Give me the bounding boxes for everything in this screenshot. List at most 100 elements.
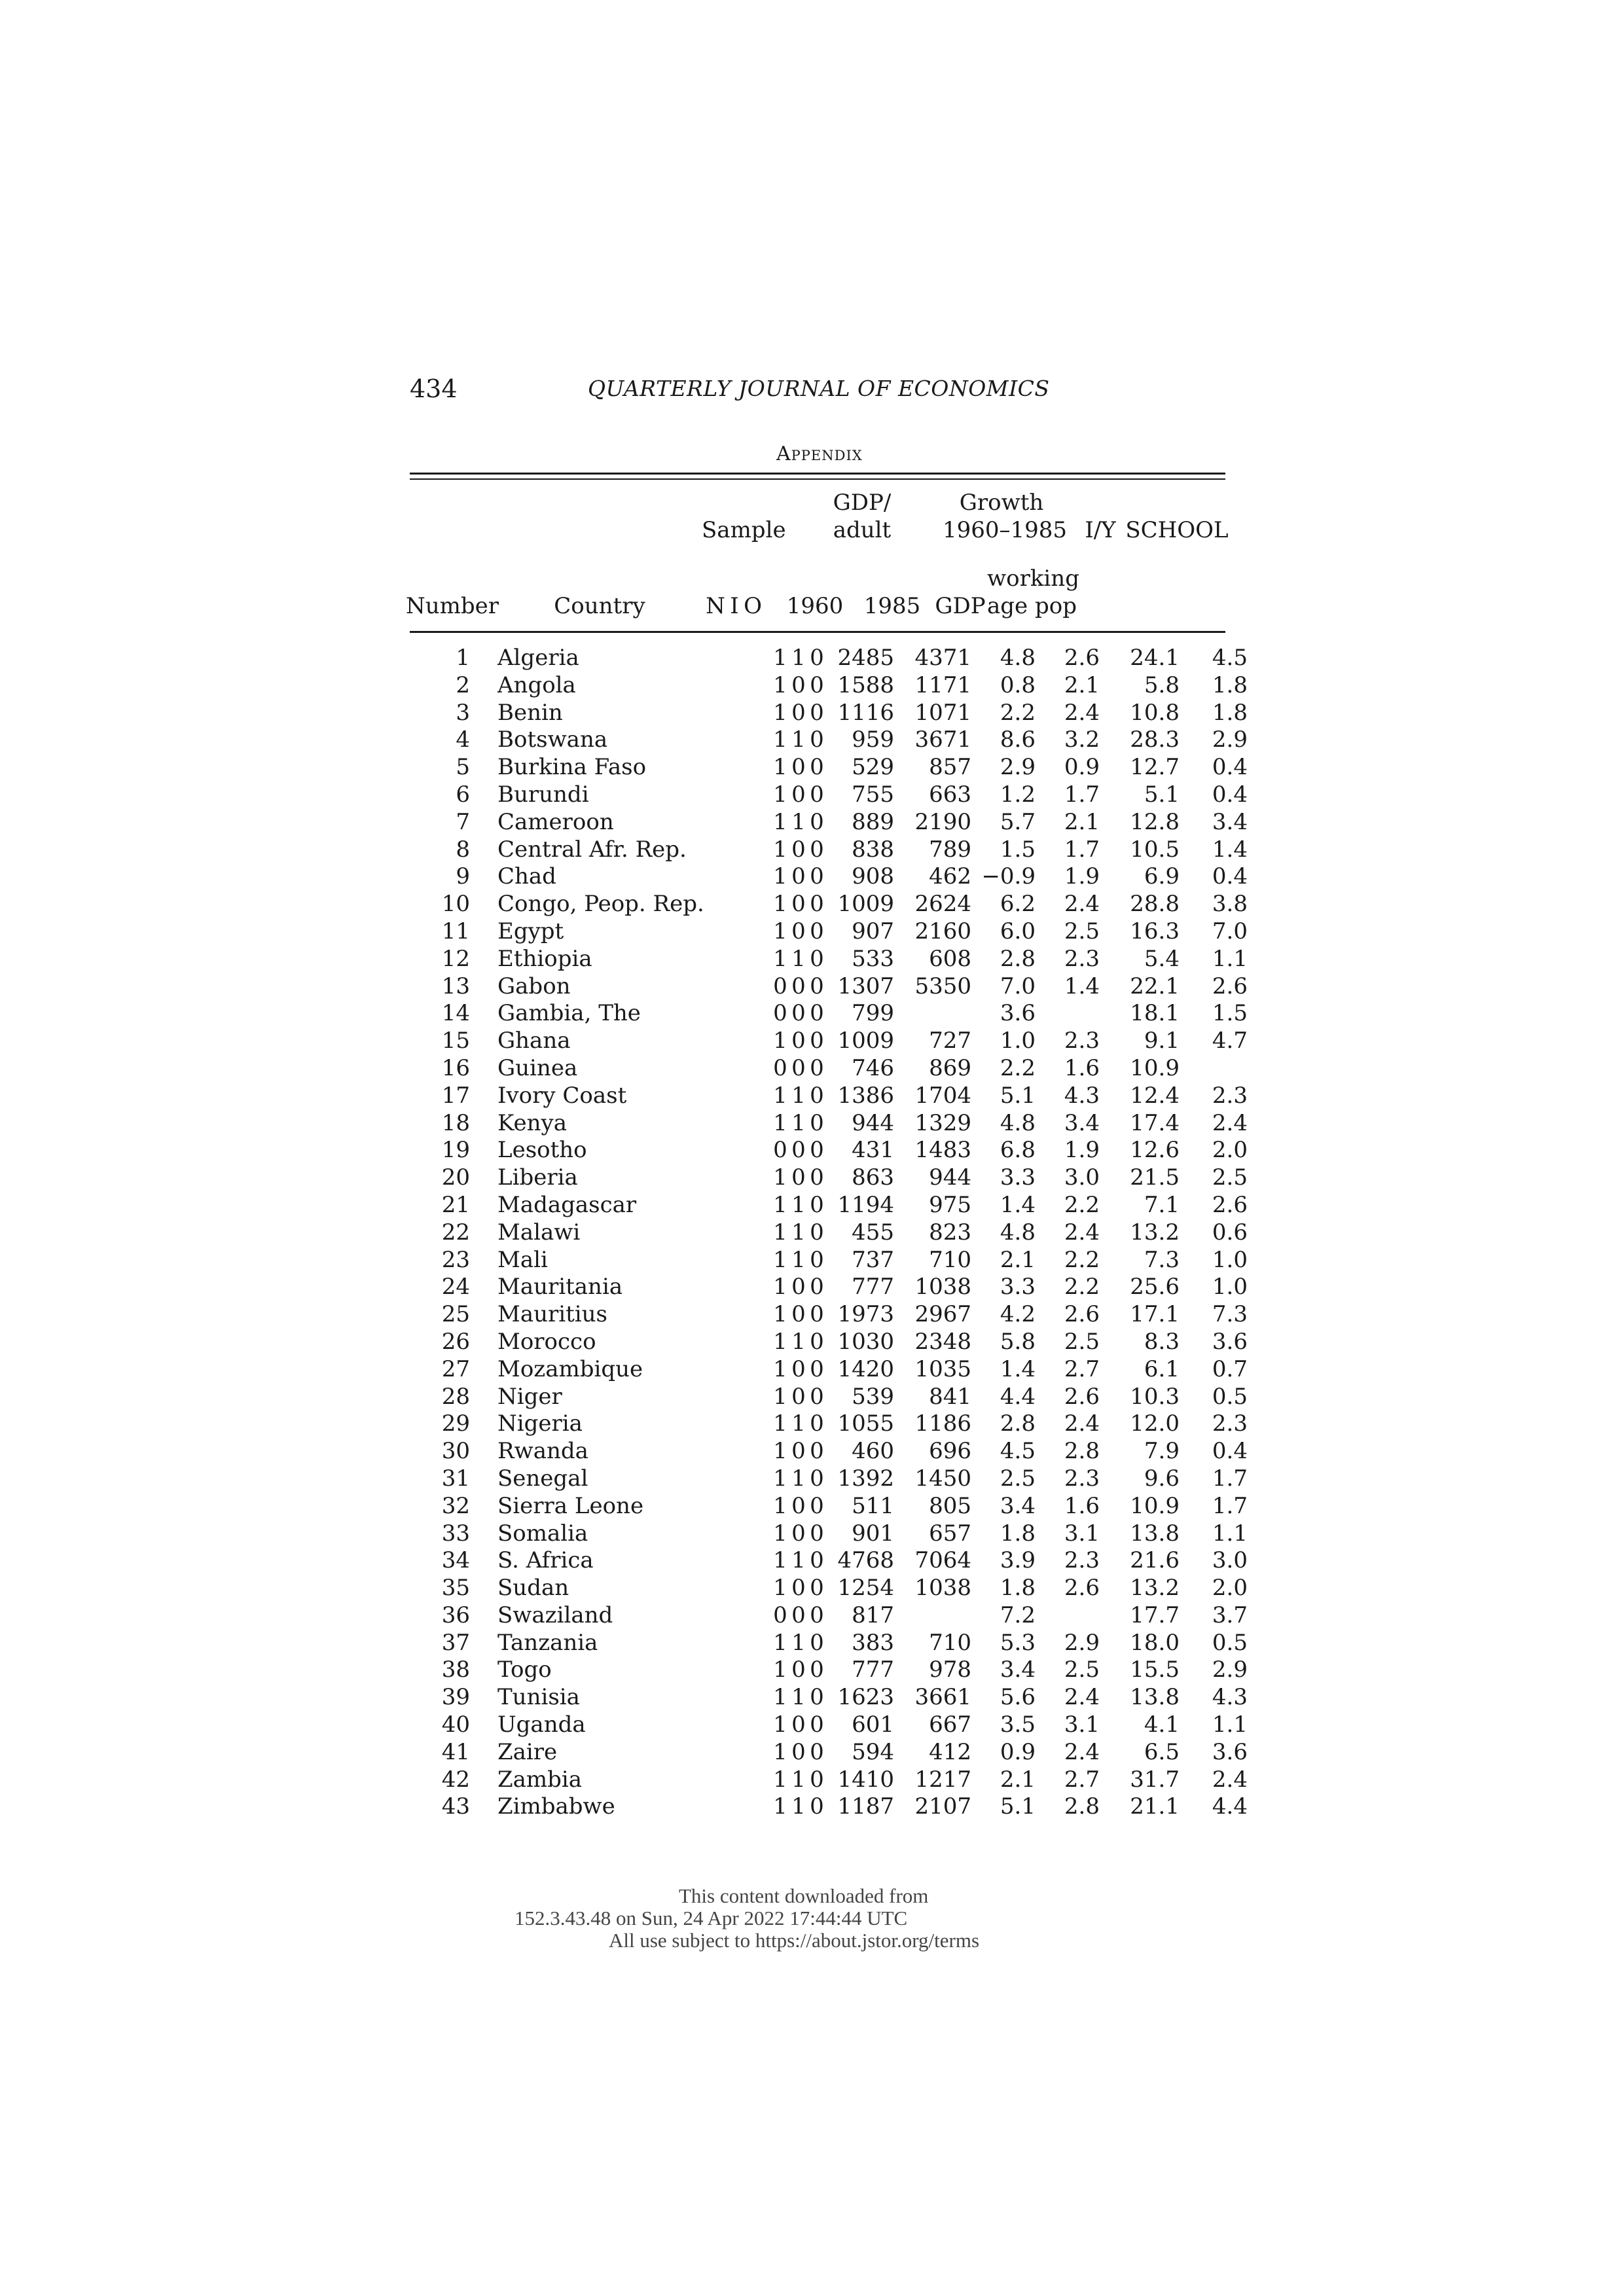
- cell-country: Mauritius: [497, 1301, 607, 1328]
- cell-gdp-1985: 1171: [914, 672, 971, 698]
- cell-sample-i: 0: [791, 1738, 806, 1765]
- cell-gdp-1960: 817: [852, 1602, 894, 1628]
- cell-iy: 18.0: [1130, 1629, 1180, 1656]
- cell-school: 1.0: [1212, 1274, 1248, 1300]
- cell-school: 2.9: [1212, 726, 1248, 753]
- cell-growth-gdp: 4.8: [1000, 1219, 1036, 1246]
- cell-sample-n: 1: [773, 726, 787, 753]
- cell-growth-working-age-pop: 1.7: [1064, 781, 1100, 808]
- table-row: 24 Mauritania 1 0 0 777 1038 3.3 2.2 25.6 1.0: [410, 1274, 1248, 1301]
- cell-growth-working-age-pop: 2.2: [1064, 1246, 1100, 1273]
- cell-sample-n: 1: [773, 1274, 787, 1300]
- cell-gdp-1985: 2190: [914, 808, 971, 835]
- footer-line-1: This content downloaded from: [679, 1884, 929, 1907]
- table-row: 37 Tanzania 1 1 0 383 710 5.3 2.9 18.0 0.5: [410, 1630, 1248, 1657]
- cell-school: 3.8: [1212, 891, 1248, 918]
- cell-gdp-1985: 3661: [914, 1684, 971, 1711]
- cell-sample-n: 1: [773, 836, 787, 863]
- cell-gdp-1985: 805: [929, 1492, 971, 1519]
- cell-number: 29: [441, 1410, 470, 1437]
- cell-gdp-1960: 1116: [837, 699, 894, 726]
- cell-sample-o: 0: [810, 672, 824, 698]
- cell-sample-n: 1: [773, 1410, 787, 1437]
- cell-gdp-1960: 1420: [837, 1355, 894, 1382]
- cell-sample-n: 1: [773, 1246, 787, 1273]
- cell-sample-i: 0: [791, 1575, 806, 1602]
- cell-iy: 12.8: [1130, 808, 1180, 835]
- cell-country: Zambia: [497, 1766, 583, 1793]
- cell-sample-o: 0: [810, 1629, 824, 1656]
- cell-iy: 12.4: [1130, 1082, 1180, 1109]
- cell-sample-i: 1: [791, 1465, 806, 1492]
- cell-growth-working-age-pop: 1.4: [1064, 973, 1100, 999]
- cell-sample-o: 0: [810, 1274, 824, 1300]
- cell-gdp-1960: 1973: [837, 1301, 894, 1328]
- cell-sample-o: 0: [810, 1028, 824, 1054]
- table-row: 1 Algeria 1 1 0 2485 4371 4.8 2.6 24.1 4.5: [410, 645, 1248, 672]
- table-row: 25 Mauritius 1 0 0 1973 2967 4.2 2.6 17.1 7.3: [410, 1301, 1248, 1329]
- cell-country: Nigeria: [497, 1410, 583, 1437]
- table-row: 32 Sierra Leone 1 0 0 511 805 3.4 1.6 10.9 1.7: [410, 1493, 1248, 1520]
- cell-number: 32: [441, 1492, 470, 1519]
- cell-school: 2.0: [1212, 1137, 1248, 1164]
- cell-gdp-1985: 3671: [914, 726, 971, 753]
- header-growth-line2: 1960–1985: [943, 517, 1068, 543]
- cell-growth-working-age-pop: 2.5: [1064, 918, 1100, 944]
- cell-growth-gdp: 4.5: [1000, 1438, 1036, 1465]
- cell-gdp-1960: 1254: [837, 1575, 894, 1602]
- cell-gdp-1985: 2967: [914, 1301, 971, 1328]
- cell-number: 34: [441, 1547, 470, 1574]
- cell-school: 3.6: [1212, 1738, 1248, 1765]
- table-row: 40 Uganda 1 0 0 601 667 3.5 3.1 4.1 1.1: [410, 1712, 1248, 1739]
- cell-sample-n: 1: [773, 1219, 787, 1246]
- cell-number: 7: [456, 808, 470, 835]
- cell-iy: 12.6: [1130, 1137, 1180, 1164]
- cell-school: 1.1: [1212, 1520, 1248, 1547]
- cell-country: Madagascar: [497, 1191, 637, 1218]
- cell-country: Swaziland: [497, 1602, 613, 1628]
- cell-sample-n: 1: [773, 699, 787, 726]
- header-sample: Sample: [702, 517, 786, 543]
- cell-country: Ivory Coast: [497, 1082, 627, 1109]
- cell-gdp-1985: 1329: [914, 1109, 971, 1136]
- table-row: 20 Liberia 1 0 0 863 944 3.3 3.0 21.5 2.5: [410, 1164, 1248, 1192]
- cell-number: 40: [441, 1712, 470, 1738]
- cell-growth-working-age-pop: 2.6: [1064, 645, 1100, 671]
- cell-growth-gdp: 3.9: [1000, 1547, 1036, 1574]
- cell-sample-n: 0: [773, 1054, 787, 1081]
- cell-sample-n: 1: [773, 1465, 787, 1492]
- cell-iy: 6.5: [1144, 1738, 1180, 1765]
- cell-iy: 22.1: [1130, 973, 1180, 999]
- cell-number: 41: [441, 1738, 470, 1765]
- cell-sample-o: 0: [810, 1164, 824, 1191]
- cell-sample-n: 1: [773, 1301, 787, 1328]
- cell-iy: 6.9: [1144, 863, 1180, 890]
- table-row: 23 Mali 1 1 0 737 710 2.1 2.2 7.3 1.0: [410, 1247, 1248, 1274]
- cell-sample-n: 0: [773, 973, 787, 999]
- cell-gdp-1985: 1483: [914, 1137, 971, 1164]
- table-row: 2 Angola 1 0 0 1588 1171 0.8 2.1 5.8 1.8: [410, 672, 1248, 700]
- cell-school: 3.0: [1212, 1547, 1248, 1574]
- cell-sample-o: 0: [810, 726, 824, 753]
- cell-growth-working-age-pop: 2.1: [1064, 672, 1100, 698]
- cell-gdp-1985: 1450: [914, 1465, 971, 1492]
- header-gdp: GDP: [935, 593, 986, 619]
- cell-sample-i: 1: [791, 1082, 806, 1109]
- cell-growth-gdp: 5.3: [1000, 1629, 1036, 1656]
- cell-number: 22: [441, 1219, 470, 1246]
- cell-sample-n: 1: [773, 672, 787, 698]
- cell-number: 21: [441, 1191, 470, 1218]
- cell-gdp-1960: 737: [852, 1246, 894, 1273]
- cell-sample-i: 1: [791, 1246, 806, 1273]
- cell-sample-i: 0: [791, 1520, 806, 1547]
- cell-iy: 21.5: [1130, 1164, 1180, 1191]
- cell-country: Burkina Faso: [497, 754, 647, 781]
- cell-growth-working-age-pop: 2.5: [1064, 1657, 1100, 1683]
- cell-number: 19: [441, 1137, 470, 1164]
- cell-number: 18: [441, 1109, 470, 1136]
- table-row: 4 Botswana 1 1 0 959 3671 8.6 3.2 28.3 2.9: [410, 726, 1248, 754]
- cell-sample-i: 1: [791, 1766, 806, 1793]
- cell-gdp-1985: 657: [929, 1520, 971, 1547]
- cell-gdp-1960: 1386: [837, 1082, 894, 1109]
- cell-number: 2: [456, 672, 470, 698]
